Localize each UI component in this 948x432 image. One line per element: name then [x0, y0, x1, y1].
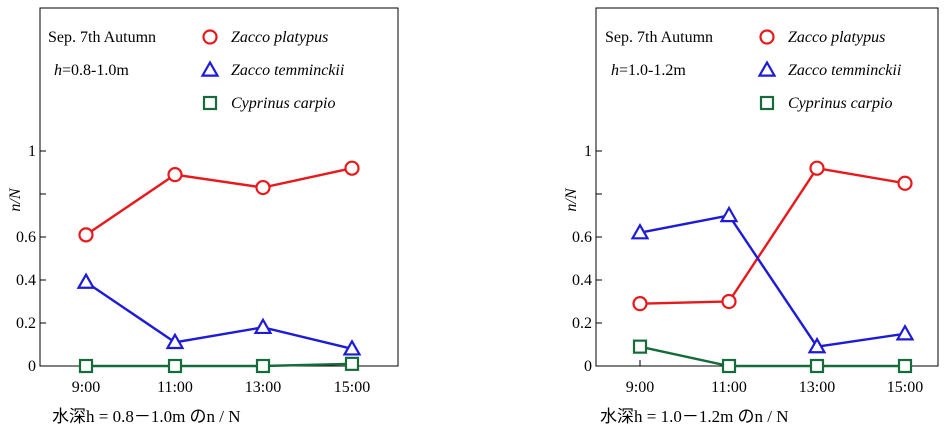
data-point [167, 167, 183, 183]
y-tick-label: 0.4 [572, 272, 592, 289]
data-point [632, 296, 648, 312]
chart-panel-e: 0 0.2 0.4 0.6 1 9:00 11:00 13:00 15:00 n/N Sep. 7t… [563, 7, 939, 426]
legend-label: Zacco platypus [231, 29, 328, 46]
x-tick-label: 13:00 [245, 379, 281, 396]
legend-marker [200, 60, 220, 77]
data-point [630, 222, 650, 240]
x-tick-label: 15:00 [887, 379, 923, 396]
data-point [721, 358, 737, 374]
y-tick-label: 1 [584, 143, 592, 160]
legend-marker [759, 95, 775, 111]
data-point [719, 205, 739, 223]
data-point [167, 358, 183, 374]
data-point [165, 332, 185, 350]
series-line [86, 362, 353, 368]
legend-label: Zacco temminckii [231, 62, 344, 79]
data-point [632, 339, 648, 354]
series-line [639, 214, 906, 348]
y-tick-label: 0.4 [16, 272, 36, 289]
series-line [85, 167, 353, 236]
legend-label: Zacco platypus [788, 29, 885, 46]
series-line [639, 166, 906, 305]
figure-caption: 水深h = 1.0－1.2m のn / N [600, 407, 789, 426]
depth-label: h=1.0-1.2m [611, 62, 686, 79]
data-point [78, 227, 94, 243]
x-tick-label: 9:00 [626, 379, 654, 396]
data-point [807, 336, 827, 354]
y-tick-label: 1 [28, 143, 36, 160]
data-point [721, 293, 737, 310]
data-point [342, 339, 362, 356]
y-axis-label: n/N [563, 187, 580, 211]
chart-panel-d: 0 0.2 0.4 0.6 1 9:00 11:00 13:00 15:00 n/N Sep. 7t… [7, 7, 399, 426]
data-point [255, 179, 271, 196]
x-tick-label: 15:00 [334, 379, 370, 396]
legend-label: Cyprinus carpio [231, 95, 335, 112]
legend-header: Sep. 7th Autumn [48, 29, 156, 46]
y-tick-label: 0.2 [16, 315, 36, 332]
data-point [809, 358, 825, 374]
x-tick-label: 11:00 [711, 379, 747, 396]
data-point [78, 358, 94, 374]
data-point [76, 272, 96, 289]
data-point [344, 356, 360, 371]
legend-marker [757, 60, 777, 77]
figure-caption: 水深h = 0.8－1.0m のn / N [52, 407, 241, 426]
legend-marker [202, 29, 218, 45]
x-tick-label: 13:00 [799, 379, 835, 396]
legend-marker [759, 29, 775, 45]
depth-label: h=0.8-1.0m [54, 62, 129, 79]
data-point [344, 160, 360, 176]
x-tick-label: 9:00 [72, 379, 100, 396]
y-axis-label: n/N [7, 187, 24, 211]
data-point [897, 358, 913, 374]
legend-label: Zacco temminckii [788, 62, 901, 79]
y-tick-label: 0.6 [572, 229, 592, 246]
series-line [639, 345, 905, 368]
legend-label: Cyprinus carpio [788, 95, 892, 112]
y-tick-label: 0.2 [572, 315, 592, 332]
y-tick-label: 0 [28, 358, 36, 375]
data-point [897, 175, 913, 191]
series-line [85, 281, 353, 350]
legend-header: Sep. 7th Autumn [605, 29, 713, 46]
y-tick-label: 0.6 [16, 229, 36, 246]
data-point [895, 324, 915, 341]
data-point [809, 160, 825, 176]
data-point [255, 358, 271, 374]
y-tick-label: 0 [584, 358, 592, 375]
x-tick-label: 11:00 [157, 379, 193, 396]
data-point [253, 317, 273, 335]
legend-marker [202, 95, 218, 111]
